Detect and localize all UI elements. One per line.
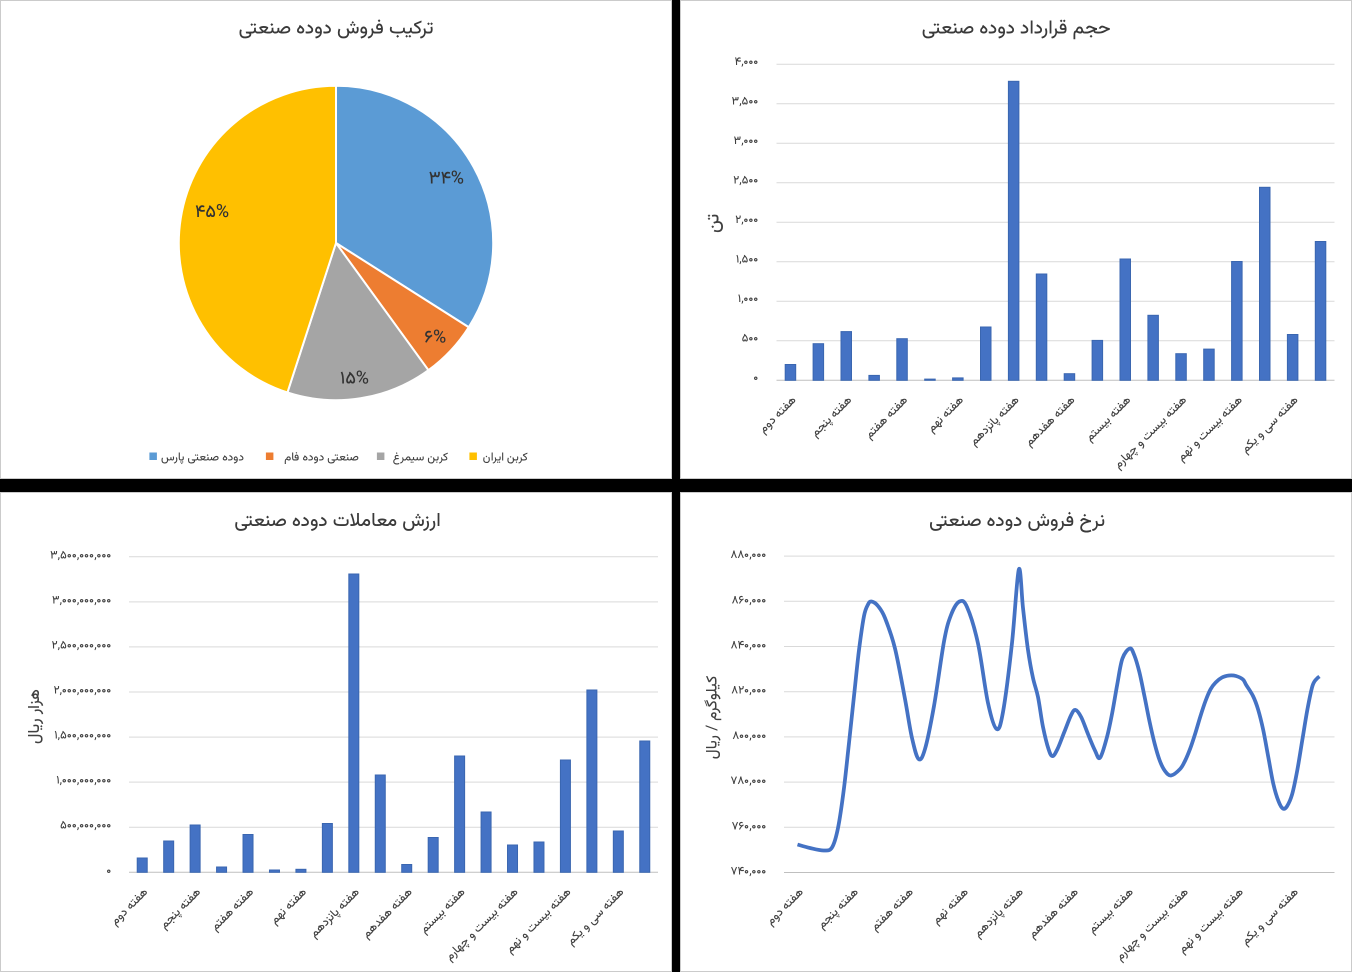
- svg-text:۸۰۰,۰۰۰: ۸۰۰,۰۰۰: [732, 728, 766, 746]
- svg-text:۷۴۰,۰۰۰: ۷۴۰,۰۰۰: [731, 864, 767, 882]
- svg-text:هفته نهم: هفته نهم: [924, 393, 969, 438]
- svg-text:۱,۰۰۰: ۱,۰۰۰: [738, 291, 759, 309]
- svg-text:هفته بیستم: هفته بیستم: [417, 885, 471, 939]
- svg-text:۶%: ۶%: [424, 324, 446, 352]
- svg-text:۳,۵۰۰,۰۰۰,۰۰۰: ۳,۵۰۰,۰۰۰,۰۰۰: [50, 547, 112, 565]
- svg-text:هفته پانزدهم: هفته پانزدهم: [307, 885, 365, 943]
- svg-text:کیلوگرم / ریال: کیلوگرم / ریال: [702, 676, 726, 759]
- svg-text:۷۸۰,۰۰۰: ۷۸۰,۰۰۰: [730, 773, 766, 791]
- svg-text:۲,۵۰۰: ۲,۵۰۰: [733, 173, 758, 191]
- svg-text:هفته نهم: هفته نهم: [267, 885, 312, 930]
- svg-text:۲,۰۰۰: ۲,۰۰۰: [735, 212, 758, 230]
- svg-text:۸۸۰,۰۰۰: ۸۸۰,۰۰۰: [730, 547, 766, 565]
- svg-text:نرخ فروش دوده صنعتی: نرخ فروش دوده صنعتی: [929, 508, 1105, 537]
- svg-text:۱,۰۰۰,۰۰۰,۰۰۰: ۱,۰۰۰,۰۰۰,۰۰۰: [56, 773, 111, 791]
- svg-text:۰: ۰: [754, 370, 759, 388]
- svg-text:۵۰۰,۰۰۰,۰۰۰: ۵۰۰,۰۰۰,۰۰۰: [60, 818, 111, 836]
- svg-text:کربن سیمرغ: کربن سیمرغ: [393, 450, 450, 468]
- svg-text:۱,۵۰۰: ۱,۵۰۰: [736, 252, 759, 270]
- svg-text:هفته هفدهم: هفته هفدهم: [1025, 885, 1084, 944]
- svg-text:۲,۵۰۰,۰۰۰,۰۰۰: ۲,۵۰۰,۰۰۰,۰۰۰: [52, 637, 112, 655]
- svg-text:۸۶۰,۰۰۰: ۸۶۰,۰۰۰: [732, 592, 767, 610]
- svg-text:۳,۰۰۰,۰۰۰,۰۰۰: ۳,۰۰۰,۰۰۰,۰۰۰: [52, 592, 112, 610]
- svg-text:۳,۵۰۰: ۳,۵۰۰: [732, 94, 759, 112]
- svg-text:هفته بیستم: هفته بیستم: [1082, 393, 1136, 447]
- svg-text:هفته هفدهم: هفته هفدهم: [1022, 393, 1081, 452]
- svg-text:۴,۰۰۰: ۴,۰۰۰: [735, 54, 759, 72]
- svg-text:صنعتی دوده فام: صنعتی دوده فام: [284, 450, 359, 468]
- svg-text:۰: ۰: [107, 863, 112, 881]
- svg-text:حجم قرارداد دوده صنعتی: حجم قرارداد دوده صنعتی: [922, 16, 1111, 45]
- svg-text:هفته سی و یکم: هفته سی و یکم: [1238, 393, 1304, 459]
- svg-text:هفته بیستم: هفته بیستم: [1085, 885, 1139, 939]
- svg-text:۱۵%: ۱۵%: [340, 366, 369, 394]
- svg-text:هفته هفتم: هفته هفتم: [867, 885, 918, 936]
- svg-text:۴۵%: ۴۵%: [195, 199, 229, 227]
- svg-text:هفته پنجم: هفته پنجم: [157, 885, 207, 935]
- svg-text:هفته هفتم: هفته هفتم: [862, 393, 913, 444]
- svg-text:تن: تن: [699, 214, 728, 233]
- svg-text:هفته پانزدهم: هفته پانزدهم: [966, 393, 1024, 451]
- svg-text:۲,۰۰۰,۰۰۰,۰۰۰: ۲,۰۰۰,۰۰۰,۰۰۰: [53, 683, 111, 701]
- svg-text:۸۴۰,۰۰۰: ۸۴۰,۰۰۰: [731, 638, 767, 656]
- svg-text:۸۲۰,۰۰۰: ۸۲۰,۰۰۰: [731, 683, 766, 701]
- svg-text:۱,۵۰۰,۰۰۰,۰۰۰: ۱,۵۰۰,۰۰۰,۰۰۰: [54, 728, 111, 746]
- svg-text:ترکیب فروش دوده صنعتی: ترکیب فروش دوده صنعتی: [239, 16, 434, 45]
- svg-text:هفته هفدهم: هفته هفدهم: [359, 885, 418, 944]
- svg-text:هفته نهم: هفته نهم: [929, 885, 974, 930]
- svg-text:ارزش معاملات دوده صنعتی: ارزش معاملات دوده صنعتی: [234, 508, 440, 537]
- svg-text:هفته دوم: هفته دوم: [756, 393, 802, 439]
- svg-text:۳,۰۰۰: ۳,۰۰۰: [734, 133, 759, 151]
- svg-text:هفته دوم: هفته دوم: [763, 885, 809, 931]
- svg-text:هفته هفتم: هفته هفتم: [208, 885, 259, 936]
- svg-text:هفته پنجم: هفته پنجم: [808, 393, 858, 443]
- svg-text:هزار ریال: هزار ریال: [23, 689, 48, 744]
- svg-text:دوده صنعتی پارس: دوده صنعتی پارس: [161, 450, 244, 468]
- svg-text:۳۴%: ۳۴%: [428, 166, 464, 194]
- svg-text:هفته پنجم: هفته پنجم: [814, 885, 864, 935]
- svg-text:هفته دوم: هفته دوم: [107, 885, 153, 931]
- svg-text:هفته سی و یکم: هفته سی و یکم: [1238, 885, 1304, 951]
- svg-text:کربن ایران: کربن ایران: [483, 450, 529, 468]
- svg-text:۷۶۰,۰۰۰: ۷۶۰,۰۰۰: [732, 818, 767, 836]
- svg-text:۵۰۰: ۵۰۰: [742, 331, 759, 349]
- svg-text:هفته پانزدهم: هفته پانزدهم: [971, 885, 1029, 943]
